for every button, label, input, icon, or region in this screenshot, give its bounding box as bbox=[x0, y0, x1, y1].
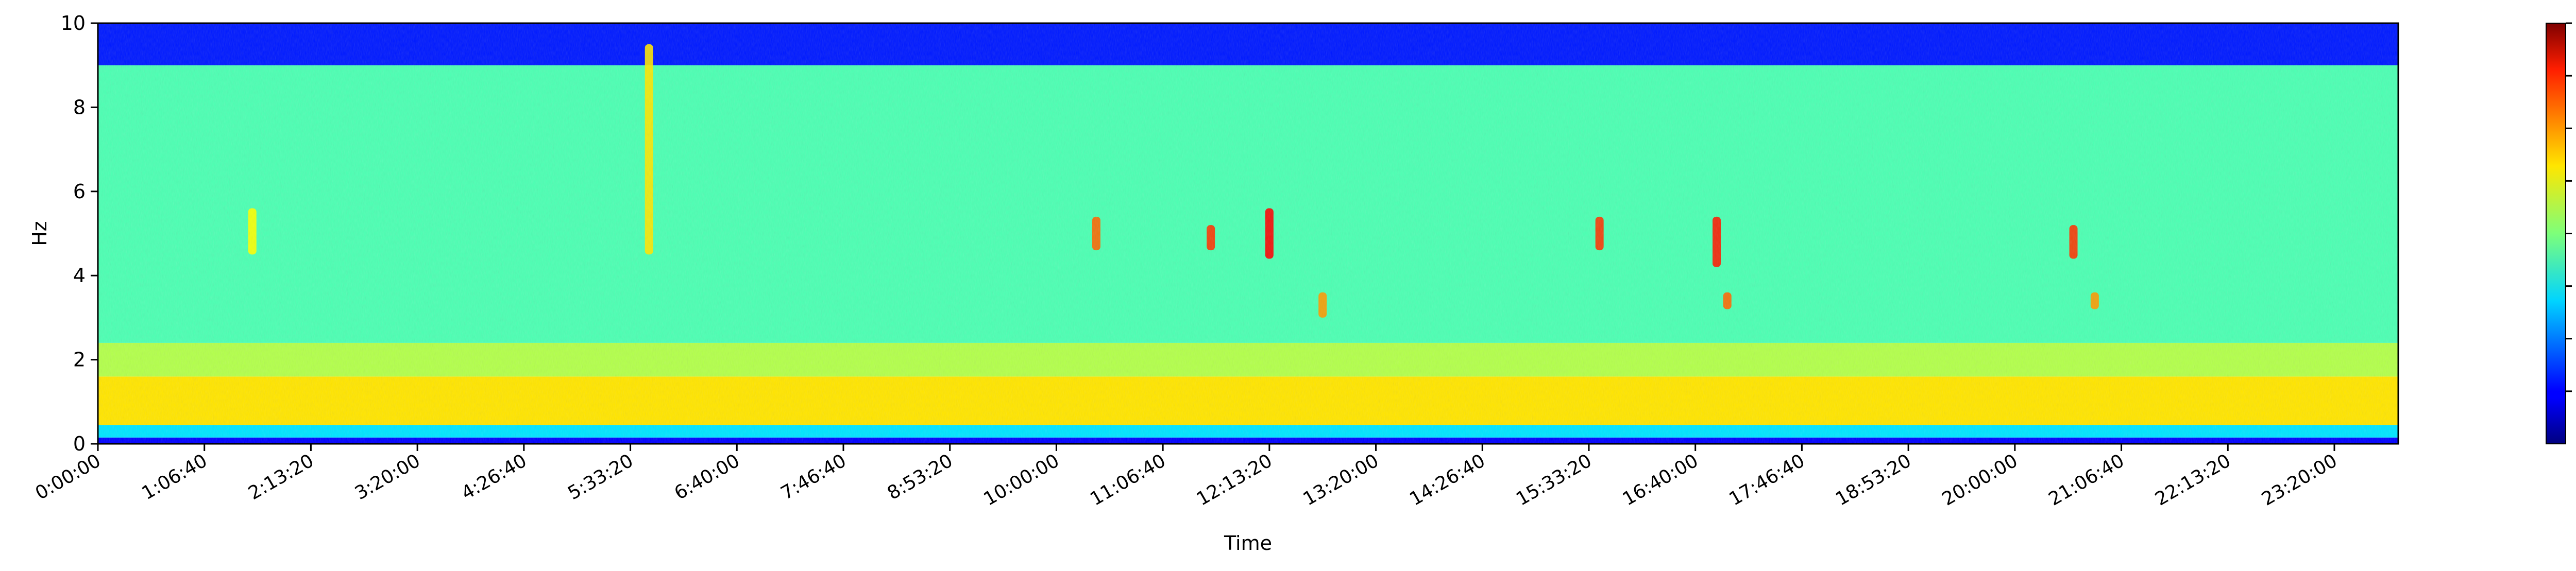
x-tick-label: 22:13:20 bbox=[2151, 450, 2234, 510]
y-tick-label: 0 bbox=[73, 432, 86, 455]
x-axis: 0:00:00 1:06:40 2:13:20 3:20:00 4:26:40 5:33:… bbox=[32, 444, 2341, 510]
x-tick-label: 4:26:40 bbox=[458, 450, 531, 504]
texture-overlay bbox=[98, 23, 2398, 444]
x-axis-label: Time bbox=[1224, 532, 1272, 555]
x-tick-label: 1:06:40 bbox=[139, 450, 211, 504]
x-tick-label: 21:06:40 bbox=[2045, 450, 2128, 510]
x-tick-label: 16:40:00 bbox=[1619, 450, 1702, 510]
x-tick-label: 18:53:20 bbox=[1832, 450, 1915, 510]
colorbar: +0 dB-10 dB-20 dB-30 dB-40 dB-50 dB-60 d… bbox=[2546, 22, 2572, 444]
x-tick-label: 13:20:00 bbox=[1300, 450, 1383, 510]
x-tick-label: 23:20:00 bbox=[2258, 450, 2341, 510]
x-tick-label: 7:46:40 bbox=[777, 450, 850, 504]
y-tick-label: 8 bbox=[73, 96, 86, 118]
x-tick-label: 20:00:00 bbox=[1939, 450, 2022, 510]
x-tick-label: 0:00:00 bbox=[32, 450, 105, 504]
y-tick-label: 6 bbox=[73, 180, 86, 203]
x-tick-label: 17:46:40 bbox=[1725, 450, 1808, 510]
x-tick-label: 8:53:20 bbox=[884, 450, 957, 504]
colorbar-ticks: +0 dB-10 dB-20 dB-30 dB-40 dB-50 dB-60 d… bbox=[2566, 22, 2572, 392]
colorbar-gradient bbox=[2546, 23, 2566, 444]
y-axis: 0 2 4 6 8 10 bbox=[61, 12, 98, 455]
y-tick-label: 2 bbox=[73, 349, 86, 371]
y-tick-label: 4 bbox=[73, 264, 86, 287]
x-tick-label: 3:20:00 bbox=[351, 450, 424, 504]
x-tick-label: 14:26:40 bbox=[1406, 450, 1489, 510]
x-tick-label: 6:40:00 bbox=[671, 450, 743, 504]
x-tick-label: 10:00:00 bbox=[980, 450, 1063, 510]
x-tick-label: 12:13:20 bbox=[1193, 450, 1276, 510]
plot-frame bbox=[97, 22, 2399, 445]
x-tick-label: 11:06:40 bbox=[1087, 450, 1170, 510]
y-axis-label: Hz bbox=[28, 221, 51, 246]
x-tick-label: 2:13:20 bbox=[245, 450, 317, 504]
x-tick-label: 5:33:20 bbox=[564, 450, 637, 504]
x-tick-label: 15:33:20 bbox=[1513, 450, 1596, 510]
y-tick-label: 10 bbox=[61, 12, 86, 34]
